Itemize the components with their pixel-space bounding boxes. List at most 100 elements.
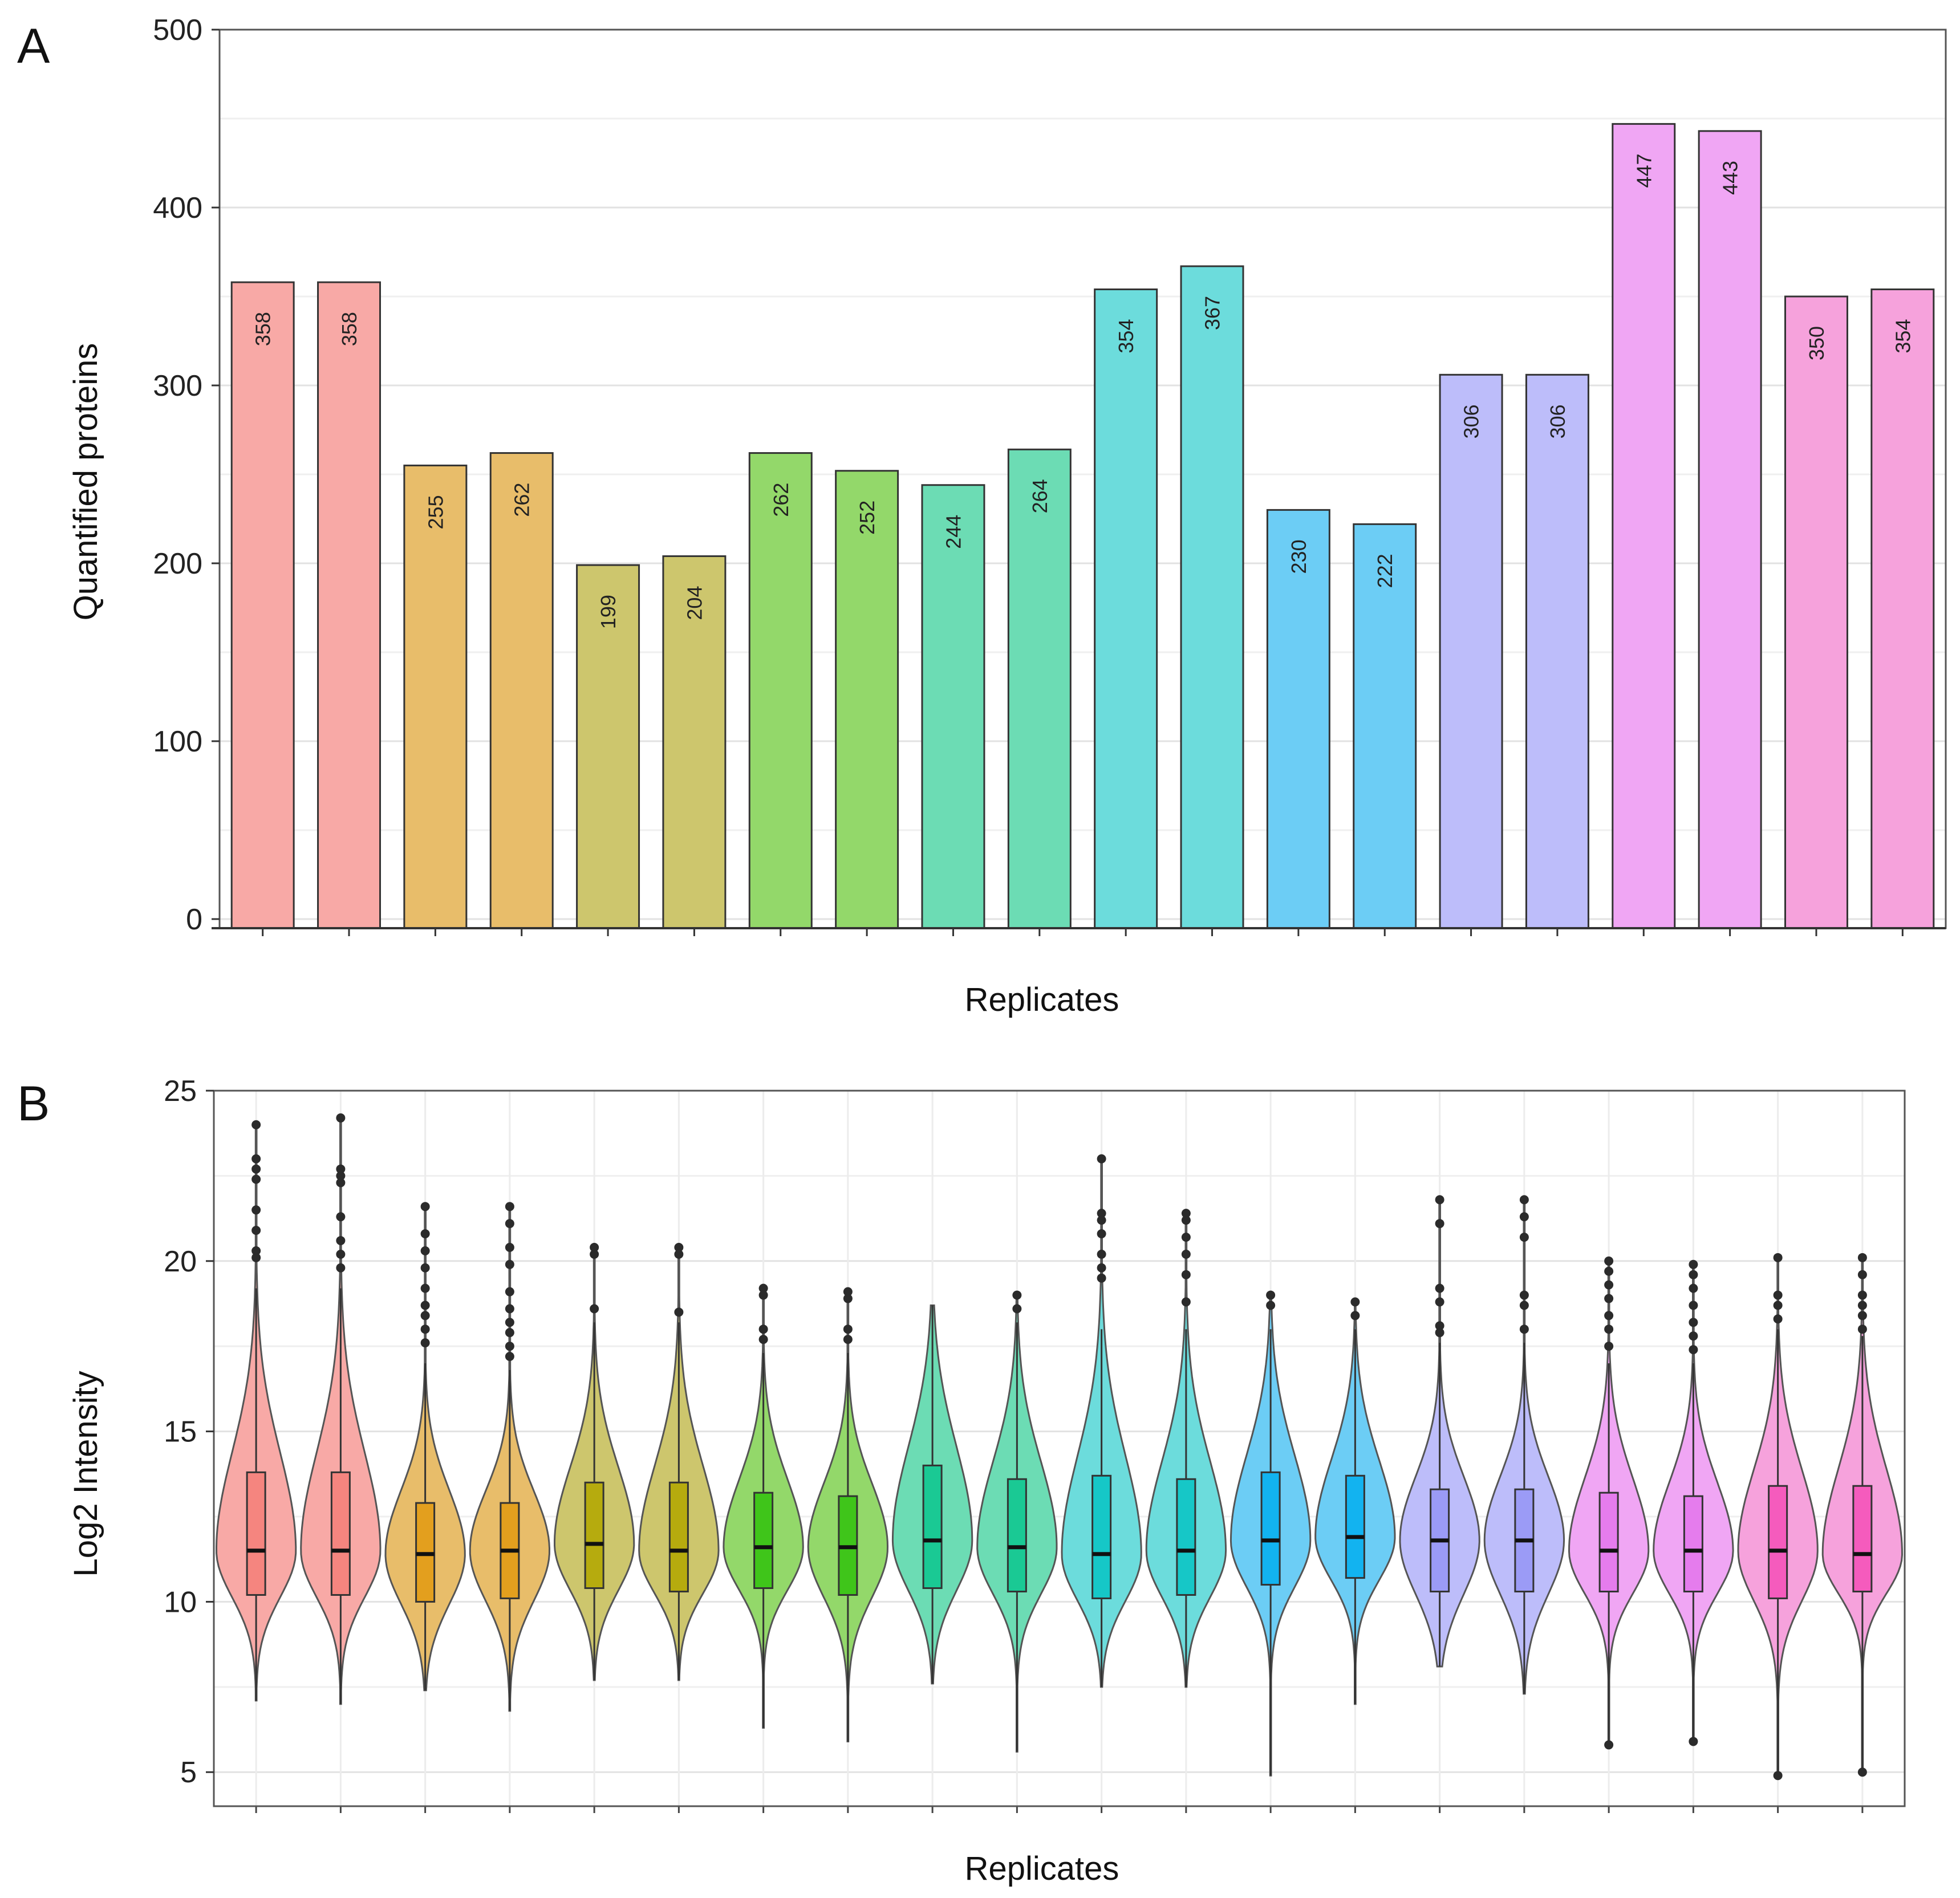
bar-value-label: 255	[424, 495, 447, 529]
outlier-point	[505, 1352, 514, 1361]
outlier-point	[505, 1202, 514, 1212]
outlier-point	[336, 1171, 346, 1181]
violin	[807, 1287, 889, 1742]
outlier-point	[1435, 1195, 1444, 1205]
outlier-point	[1604, 1280, 1614, 1290]
outlier-point	[1012, 1304, 1022, 1314]
outlier-point	[336, 1263, 346, 1273]
outlier-point	[1604, 1324, 1614, 1334]
outlier-point	[1266, 1290, 1276, 1300]
bar	[1180, 265, 1244, 929]
bar-value-label: 443	[1719, 161, 1742, 195]
iqr-box	[1598, 1491, 1619, 1592]
outlier-point	[1350, 1297, 1360, 1307]
outlier-point	[1097, 1154, 1106, 1164]
outlier-point	[1097, 1209, 1106, 1218]
iqr-box	[922, 1464, 943, 1590]
iqr-box	[1683, 1495, 1703, 1593]
outlier-point	[758, 1283, 768, 1293]
outlier-point	[758, 1335, 768, 1344]
outlier-point	[1097, 1229, 1106, 1238]
panel-a-bar-chart: A 358 358 255 262 199 204 262 252 244 264 354 367 23…	[17, 14, 1947, 1018]
outlier-point	[1857, 1270, 1867, 1279]
outlier-point	[251, 1253, 261, 1262]
outlier-point	[1181, 1216, 1191, 1225]
outlier-point	[1435, 1321, 1444, 1331]
iqr-box	[1768, 1485, 1788, 1599]
iqr-box	[584, 1481, 604, 1590]
iqr-box	[1176, 1478, 1196, 1596]
bar	[1266, 509, 1330, 929]
iqr-box	[246, 1471, 266, 1596]
outlier-point	[1604, 1740, 1614, 1750]
violin	[1061, 1154, 1142, 1688]
iqr-box	[1091, 1474, 1112, 1599]
outlier-point	[758, 1324, 768, 1334]
outlier-point	[420, 1311, 430, 1320]
outlier-point	[1689, 1737, 1698, 1746]
bar-value-label: 350	[1805, 326, 1828, 360]
outlier-point	[1519, 1324, 1529, 1334]
bar	[1698, 130, 1762, 929]
bar	[1353, 523, 1417, 929]
panel-a-gridlines	[220, 29, 1946, 920]
outlier-point	[420, 1229, 430, 1238]
outlier-point	[1857, 1290, 1867, 1300]
bar-value-label: 367	[1201, 296, 1224, 330]
violin	[1568, 1256, 1650, 1750]
outlier-point	[251, 1246, 261, 1255]
bar-value-label: 354	[1891, 319, 1914, 353]
outlier-point	[505, 1342, 514, 1351]
outlier-point	[1604, 1294, 1614, 1303]
bar-value-label: 262	[769, 483, 793, 517]
panel-b-violin-chart: B 5 10 15 20 25 Log2 Intensity Replicates	[17, 1075, 1906, 1887]
bar-value-label: 447	[1632, 153, 1655, 188]
bar	[576, 564, 640, 929]
bar-value-label: 358	[338, 312, 361, 346]
outlier-point	[1181, 1209, 1191, 1218]
outlier-point	[1773, 1290, 1783, 1300]
y-tick-label: 200	[153, 547, 202, 580]
outlier-point	[1097, 1249, 1106, 1259]
bar	[230, 281, 295, 929]
bar	[1094, 288, 1158, 929]
panel-b-x-axis-title: Replicates	[965, 1850, 1119, 1887]
violin	[215, 1120, 297, 1702]
outlier-point	[1857, 1311, 1867, 1320]
outlier-point	[420, 1338, 430, 1348]
bar	[921, 484, 985, 929]
violin	[384, 1202, 466, 1692]
outlier-point	[251, 1120, 261, 1129]
outlier-point	[590, 1242, 599, 1252]
violin	[1821, 1253, 1904, 1777]
outlier-point	[420, 1300, 430, 1310]
outlier-point	[336, 1113, 346, 1123]
violin	[976, 1290, 1058, 1753]
iqr-box	[330, 1471, 351, 1596]
outlier-point	[843, 1324, 853, 1334]
outlier-point	[336, 1178, 346, 1188]
outlier-point	[758, 1290, 768, 1300]
outlier-point	[1519, 1300, 1529, 1310]
outlier-point	[1097, 1216, 1106, 1225]
outlier-point	[1857, 1300, 1867, 1310]
bar	[1612, 123, 1676, 929]
outlier-point	[1689, 1318, 1698, 1327]
bar	[317, 281, 382, 929]
outlier-point	[1435, 1219, 1444, 1229]
outlier-point	[1689, 1283, 1698, 1293]
iqr-box	[1260, 1471, 1281, 1586]
outlier-point	[1689, 1331, 1698, 1341]
bar	[1870, 288, 1935, 929]
panel-a-axes	[212, 29, 1947, 936]
violin	[1145, 1209, 1227, 1688]
panel-b-y-ticks: 5 10 15 20 25	[164, 1075, 214, 1789]
panel-b-y-axis-title: Log2 Intensity	[67, 1371, 104, 1576]
outlier-point	[336, 1249, 346, 1259]
iqr-box	[1007, 1478, 1027, 1592]
violin	[1229, 1290, 1312, 1777]
outlier-point	[420, 1202, 430, 1212]
outlier-point	[336, 1235, 346, 1245]
bar-value-label: 358	[251, 312, 275, 346]
outlier-point	[505, 1259, 514, 1269]
